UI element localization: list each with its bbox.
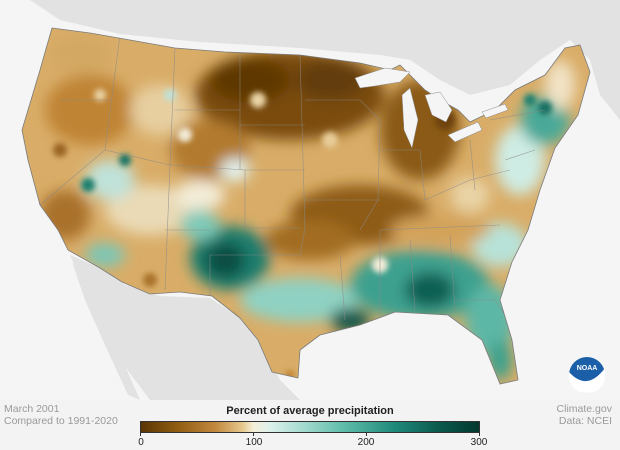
us-outline: [21, 27, 591, 385]
mexico-landmass: [70, 255, 300, 400]
baseline-label: Compared to 1991-2020: [4, 415, 118, 427]
precipitation-map: NOAA: [0, 0, 620, 400]
legend-tick-mark: [366, 433, 367, 436]
map-credits: Climate.gov Data: NCEI: [557, 403, 612, 427]
state-borders: [39, 34, 546, 321]
legend-color-bar: [140, 421, 480, 433]
map-metadata: March 2001 Compared to 1991-2020: [4, 403, 118, 427]
data-credit-label: Data: NCEI: [558, 415, 612, 427]
noaa-logo: NOAA: [569, 357, 605, 393]
source-label: Climate.gov: [556, 403, 612, 415]
noaa-logo-text: NOAA: [577, 365, 598, 372]
legend-tick-mark: [140, 433, 141, 436]
legend-tick-200: 200: [357, 437, 375, 448]
baja-peninsula: [72, 262, 140, 400]
date-label: March 2001: [4, 403, 60, 415]
legend-tick-mark: [253, 433, 254, 436]
legend-tick-300: 300: [470, 437, 488, 448]
canada-landmass: [0, 0, 620, 120]
legend-title: Percent of average precipitation: [226, 405, 394, 417]
great-lakes: [354, 67, 509, 149]
legend-tick-0: 0: [138, 437, 144, 448]
legend-tick-100: 100: [245, 437, 263, 448]
legend-tick-mark: [479, 433, 480, 436]
